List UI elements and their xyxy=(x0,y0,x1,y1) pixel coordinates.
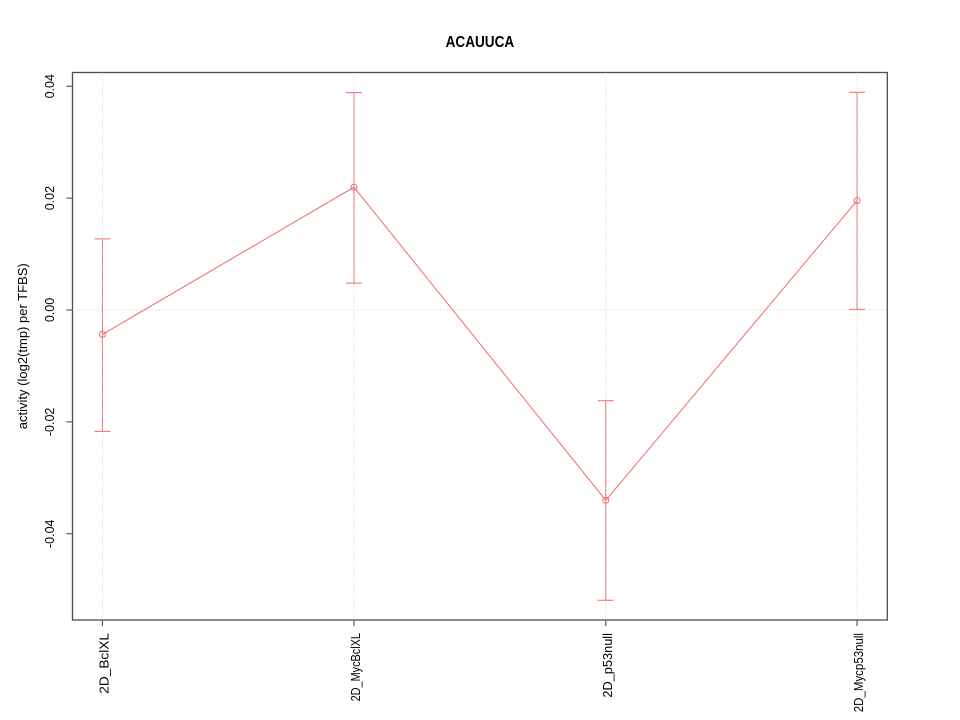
svg-text:activity (log2(tmp) per TFBS): activity (log2(tmp) per TFBS) xyxy=(15,263,30,429)
svg-text:-0.04: -0.04 xyxy=(43,519,57,548)
svg-text:0.00: 0.00 xyxy=(43,298,57,322)
svg-text:2D_MycBclXL: 2D_MycBclXL xyxy=(349,633,363,701)
svg-text:0.02: 0.02 xyxy=(43,186,57,210)
svg-text:ACAUUCA: ACAUUCA xyxy=(446,34,515,51)
svg-text:0.04: 0.04 xyxy=(43,74,57,98)
svg-text:2D_BclXL: 2D_BclXL xyxy=(97,633,111,694)
svg-text:2D_Mycp53null: 2D_Mycp53null xyxy=(852,633,866,712)
svg-text:-0.02: -0.02 xyxy=(43,408,57,437)
svg-text:2D_p53null: 2D_p53null xyxy=(601,633,615,698)
